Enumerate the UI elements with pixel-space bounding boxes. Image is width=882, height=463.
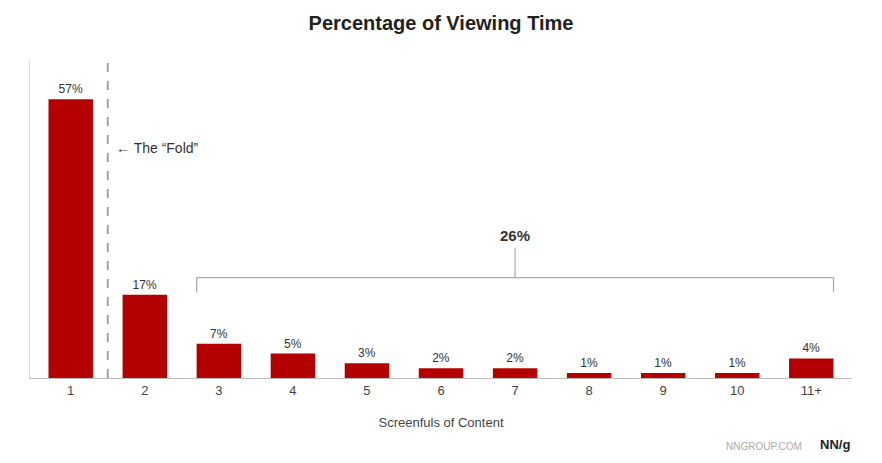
svg-text:2%: 2% [432,351,450,365]
svg-text:5: 5 [363,383,370,398]
svg-text:26%: 26% [500,227,530,244]
svg-text:1%: 1% [654,356,672,370]
svg-text:2: 2 [141,383,148,398]
svg-text:1%: 1% [728,356,746,370]
svg-text:57%: 57% [59,82,83,96]
svg-text:17%: 17% [133,278,157,292]
svg-text:11+: 11+ [801,383,822,398]
svg-text:← The “Fold”: ← The “Fold” [116,140,199,156]
svg-text:2%: 2% [506,351,524,365]
svg-text:5%: 5% [284,337,302,351]
svg-text:3%: 3% [358,346,376,360]
svg-text:4%: 4% [802,341,820,355]
svg-text:NNGROUP.COM: NNGROUP.COM [726,441,802,452]
svg-text:NN/g: NN/g [820,437,850,452]
svg-text:3: 3 [215,383,222,398]
svg-text:1%: 1% [580,356,598,370]
svg-text:7%: 7% [210,327,228,341]
svg-text:6: 6 [437,383,444,398]
svg-text:1: 1 [67,383,74,398]
svg-text:4: 4 [289,383,296,398]
svg-text:Screenfuls of Content: Screenfuls of Content [378,415,503,430]
svg-text:Percentage of Viewing Time: Percentage of Viewing Time [309,12,574,34]
svg-text:8: 8 [585,383,592,398]
svg-text:7: 7 [511,383,518,398]
svg-text:10: 10 [730,383,744,398]
svg-text:9: 9 [660,383,667,398]
